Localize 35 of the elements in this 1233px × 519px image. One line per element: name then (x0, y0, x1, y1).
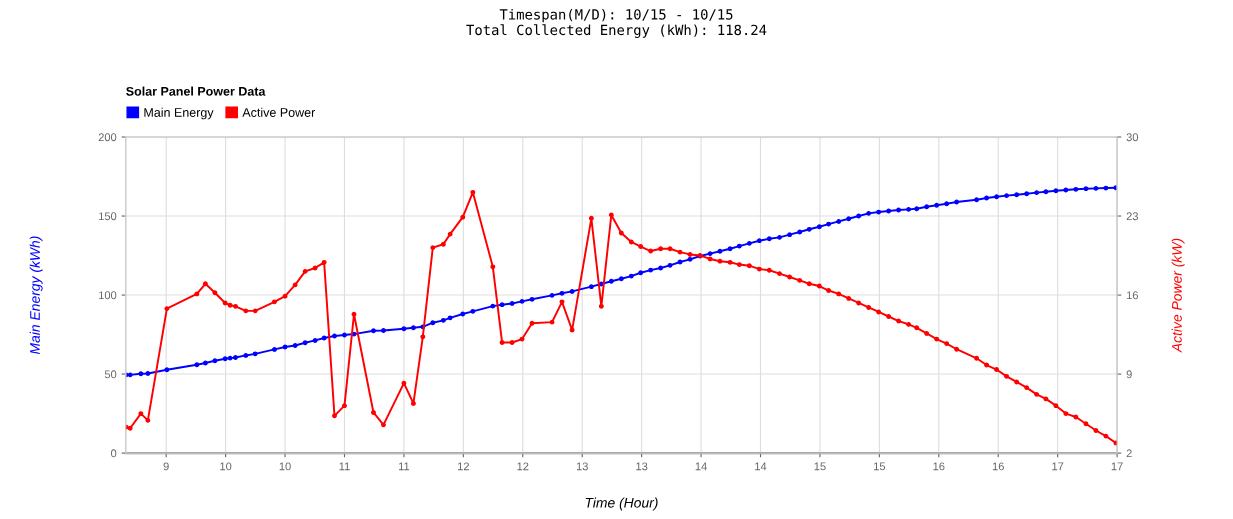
x-tick-label: 16 (933, 462, 945, 471)
legend-label: Active Power (242, 107, 316, 117)
y-tick-label: 200 (98, 133, 117, 142)
x-tick-label: 15 (874, 462, 886, 471)
y2-tick-label: 30 (1126, 133, 1139, 142)
x-tick-label: 11 (339, 462, 350, 471)
x-tick-label: 13 (576, 462, 588, 471)
x-tick-label: 17 (1052, 462, 1064, 471)
x-tick-label: 10 (279, 462, 291, 471)
x-tick-label: 15 (814, 462, 826, 471)
x-tick-label: 10 (220, 462, 232, 471)
legend-label: Main Energy (144, 107, 214, 120)
y-tick-label: 100 (99, 291, 117, 300)
x-tick-label: 14 (755, 462, 767, 471)
y-tick-label: 150 (99, 212, 117, 221)
x-tick-label: 13 (636, 462, 648, 471)
y-axis-title: Main Energy (kWh) (29, 236, 43, 355)
y2-axis-title: Active Power (kW) (1171, 238, 1185, 353)
x-tick-label: 14 (695, 462, 707, 471)
x-axis-title: Time (Hour) (585, 497, 658, 511)
x-tick-label: 9 (163, 462, 169, 471)
x-tick-label: 16 (992, 462, 1004, 471)
y-tick-label: 50 (104, 370, 117, 379)
x-tick-label: 12 (458, 462, 469, 471)
text: Timespan(M/D): 10/15 - 10/15 (499, 8, 733, 23)
x-tick-label: 11 (398, 462, 410, 471)
chart-title: Solar Panel Power Data (126, 86, 266, 96)
y2-tick-label: 16 (1126, 291, 1138, 300)
y-tick-label: 0 (110, 449, 117, 458)
x-tick-label: 17 (1111, 462, 1123, 471)
y2-tick-label: 2 (1126, 449, 1132, 458)
x-tick-label: 12 (517, 462, 529, 471)
y2-tick-label: 9 (1126, 370, 1132, 379)
y2-tick-label: 23 (1126, 212, 1138, 221)
text: Total Collected Energy (kWh): 118.24 (466, 24, 767, 38)
